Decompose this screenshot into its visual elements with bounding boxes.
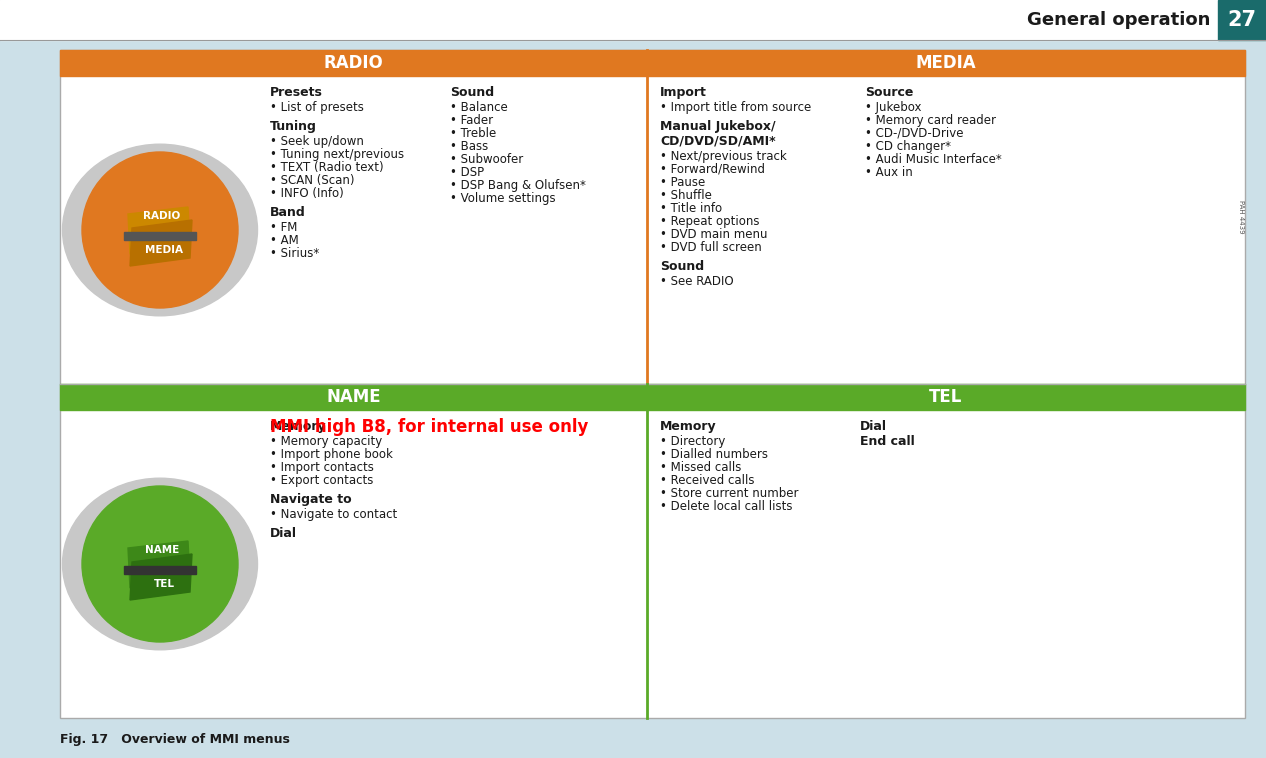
Text: Dial: Dial xyxy=(270,527,298,540)
Text: • List of presets: • List of presets xyxy=(270,101,363,114)
Text: • Navigate to contact: • Navigate to contact xyxy=(270,508,398,521)
Text: General operation: General operation xyxy=(1027,11,1210,29)
Text: • INFO (Info): • INFO (Info) xyxy=(270,187,344,200)
Bar xyxy=(647,50,1244,76)
Text: TEL: TEL xyxy=(929,388,962,406)
Text: Dial: Dial xyxy=(860,420,887,433)
Ellipse shape xyxy=(62,144,257,316)
Circle shape xyxy=(82,152,238,308)
Text: • Aux in: • Aux in xyxy=(865,166,913,179)
Text: • Dialled numbers: • Dialled numbers xyxy=(660,448,768,461)
Text: • CD-/DVD-Drive: • CD-/DVD-Drive xyxy=(865,127,963,140)
Text: • Pause: • Pause xyxy=(660,176,705,189)
Text: • DVD full screen: • DVD full screen xyxy=(660,241,762,254)
Text: Memory: Memory xyxy=(270,420,327,433)
Text: • DSP Bang & Olufsen*: • DSP Bang & Olufsen* xyxy=(449,179,586,192)
Text: • Sirius*: • Sirius* xyxy=(270,247,319,260)
Text: • Shuffle: • Shuffle xyxy=(660,189,711,202)
Text: • Seek up/down: • Seek up/down xyxy=(270,135,363,148)
Bar xyxy=(124,566,196,574)
Text: • Received calls: • Received calls xyxy=(660,474,755,487)
Text: • Memory capacity: • Memory capacity xyxy=(270,435,382,448)
Text: • DSP: • DSP xyxy=(449,166,484,179)
Polygon shape xyxy=(128,541,190,588)
Text: • Balance: • Balance xyxy=(449,101,508,114)
Text: • Bass: • Bass xyxy=(449,140,489,153)
Text: RADIO: RADIO xyxy=(324,54,384,72)
Text: • Repeat options: • Repeat options xyxy=(660,215,760,228)
Text: • Delete local call lists: • Delete local call lists xyxy=(660,500,793,513)
Text: MEDIA: MEDIA xyxy=(915,54,976,72)
Text: • Next/previous track: • Next/previous track xyxy=(660,150,786,163)
Text: Navigate to: Navigate to xyxy=(270,493,352,506)
Polygon shape xyxy=(128,207,190,254)
Text: • See RADIO: • See RADIO xyxy=(660,275,733,288)
Text: NAME: NAME xyxy=(144,545,179,555)
Bar xyxy=(0,0,1266,40)
Text: • FM: • FM xyxy=(270,221,298,234)
Text: NAME: NAME xyxy=(327,388,381,406)
Text: • Tuning next/previous: • Tuning next/previous xyxy=(270,148,404,161)
Text: Fig. 17   Overview of MMI menus: Fig. 17 Overview of MMI menus xyxy=(60,734,290,747)
Bar xyxy=(124,232,196,240)
Text: • Jukebox: • Jukebox xyxy=(865,101,922,114)
Bar xyxy=(60,50,647,76)
Text: • Missed calls: • Missed calls xyxy=(660,461,742,474)
Text: • Directory: • Directory xyxy=(660,435,725,448)
Text: • DVD main menu: • DVD main menu xyxy=(660,228,767,241)
Text: Sound: Sound xyxy=(449,86,494,99)
Text: • Forward/Rewind: • Forward/Rewind xyxy=(660,163,765,176)
Text: TEL: TEL xyxy=(153,579,175,589)
Text: MMI high B8, for internal use only: MMI high B8, for internal use only xyxy=(270,418,589,436)
Text: End call: End call xyxy=(860,435,915,448)
Bar xyxy=(647,384,1244,410)
Text: Tuning: Tuning xyxy=(270,120,316,133)
Text: • SCAN (Scan): • SCAN (Scan) xyxy=(270,174,354,187)
Text: • Import contacts: • Import contacts xyxy=(270,461,373,474)
Text: • Import title from source: • Import title from source xyxy=(660,101,812,114)
Text: PAH 4439: PAH 4439 xyxy=(1238,200,1244,233)
Text: • Subwoofer: • Subwoofer xyxy=(449,153,523,166)
Text: Manual Jukebox/
CD/DVD/SD/AMI*: Manual Jukebox/ CD/DVD/SD/AMI* xyxy=(660,120,776,148)
Text: • CD changer*: • CD changer* xyxy=(865,140,951,153)
Text: • TEXT (Radio text): • TEXT (Radio text) xyxy=(270,161,384,174)
Text: • AM: • AM xyxy=(270,234,299,247)
Text: RADIO: RADIO xyxy=(143,211,181,221)
Text: • Memory card reader: • Memory card reader xyxy=(865,114,996,127)
Text: • Fader: • Fader xyxy=(449,114,494,127)
Text: • Audi Music Interface*: • Audi Music Interface* xyxy=(865,153,1001,166)
Text: MEDIA: MEDIA xyxy=(146,245,184,255)
Text: Presets: Presets xyxy=(270,86,323,99)
Text: Band: Band xyxy=(270,206,306,219)
Bar xyxy=(60,384,647,410)
Bar xyxy=(60,50,1244,718)
Text: • Import phone book: • Import phone book xyxy=(270,448,392,461)
Text: Sound: Sound xyxy=(660,260,704,273)
Text: 27: 27 xyxy=(1228,10,1256,30)
Polygon shape xyxy=(130,220,192,266)
Text: • Treble: • Treble xyxy=(449,127,496,140)
Text: • Export contacts: • Export contacts xyxy=(270,474,373,487)
Text: • Title info: • Title info xyxy=(660,202,722,215)
Circle shape xyxy=(82,486,238,642)
Polygon shape xyxy=(130,554,192,600)
Text: • Store current number: • Store current number xyxy=(660,487,799,500)
Text: Import: Import xyxy=(660,86,706,99)
Text: Source: Source xyxy=(865,86,913,99)
Bar xyxy=(1218,0,1266,40)
Text: Memory: Memory xyxy=(660,420,717,433)
Text: • Volume settings: • Volume settings xyxy=(449,192,556,205)
Ellipse shape xyxy=(62,478,257,650)
